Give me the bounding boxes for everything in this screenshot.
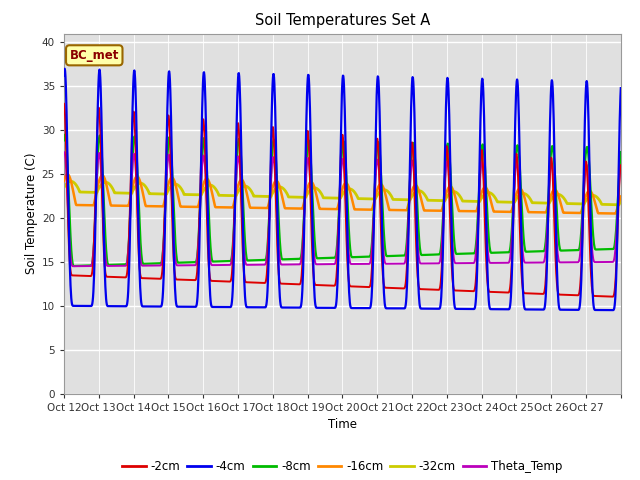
Y-axis label: Soil Temperature (C): Soil Temperature (C)	[24, 153, 38, 275]
X-axis label: Time: Time	[328, 418, 357, 431]
Title: Soil Temperatures Set A: Soil Temperatures Set A	[255, 13, 430, 28]
Legend: -2cm, -4cm, -8cm, -16cm, -32cm, Theta_Temp: -2cm, -4cm, -8cm, -16cm, -32cm, Theta_Te…	[118, 456, 567, 478]
Text: BC_met: BC_met	[70, 49, 119, 62]
